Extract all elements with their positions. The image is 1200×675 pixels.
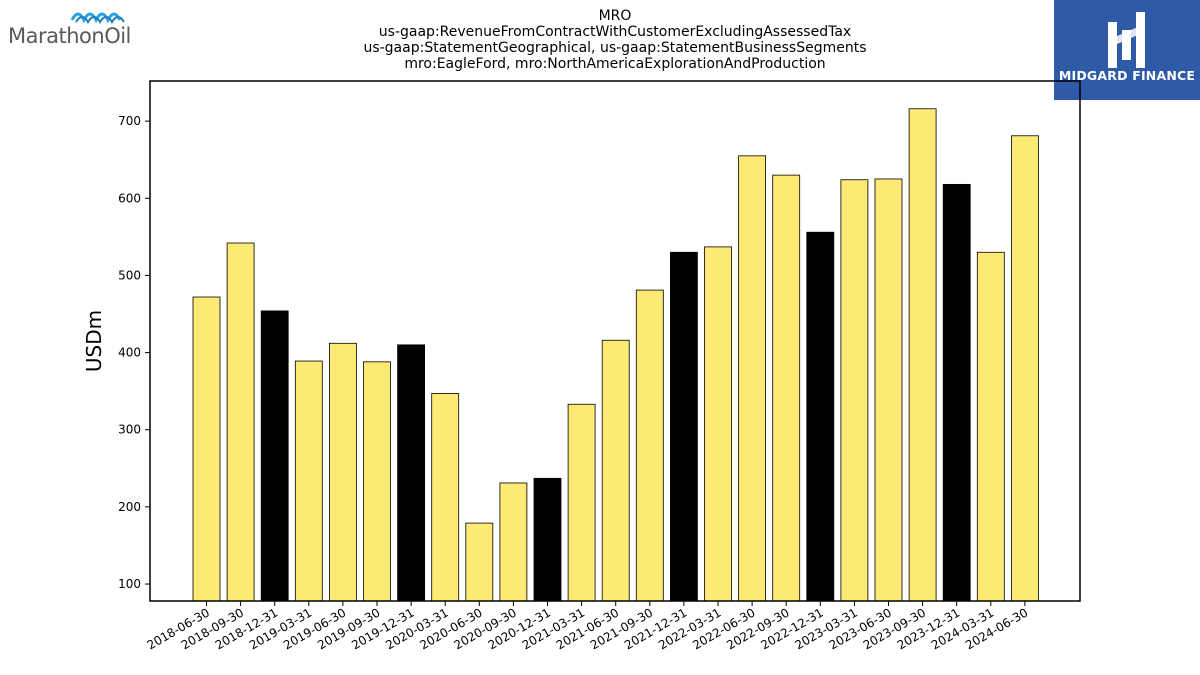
midgard-mark-icon bbox=[1108, 12, 1145, 68]
bar-2022-03-31 bbox=[704, 246, 732, 602]
bar-2023-03-31 bbox=[840, 179, 869, 602]
bar-2020-12-31 bbox=[533, 477, 562, 602]
midgard-logo-text: MIDGARD FINANCE bbox=[1058, 68, 1196, 83]
plot-frame bbox=[149, 80, 1081, 602]
y-tick-label: 300 bbox=[118, 423, 141, 437]
bar-2018-12-31 bbox=[260, 310, 289, 602]
marathon-logo-text: MarathonOil bbox=[8, 24, 131, 48]
bar-2022-12-31 bbox=[806, 231, 835, 602]
logo-marathon-oil: MarathonOil bbox=[6, 8, 156, 52]
y-tick-label: 600 bbox=[118, 191, 141, 205]
y-axis-label: USDm bbox=[82, 310, 106, 372]
y-tick-label: 200 bbox=[118, 500, 141, 514]
bar-2018-09-30 bbox=[226, 242, 255, 602]
bar-2021-06-30 bbox=[601, 339, 630, 602]
bar-2020-03-31 bbox=[431, 393, 460, 602]
bar-2023-12-31 bbox=[942, 183, 971, 602]
bar-2022-06-30 bbox=[738, 155, 766, 602]
bar-series bbox=[192, 108, 1039, 602]
bar-2023-09-30 bbox=[908, 108, 937, 602]
y-axis: 100 200 300 400 500 600 700 bbox=[118, 114, 150, 591]
bar-2018-06-30 bbox=[192, 296, 221, 602]
chart-title-line-1: MRO bbox=[598, 8, 632, 24]
bar-2021-12-31 bbox=[670, 251, 698, 602]
bar-2024-03-31 bbox=[976, 251, 1005, 602]
bar-2019-12-31 bbox=[397, 344, 426, 602]
bar-2019-06-30 bbox=[328, 342, 357, 602]
bar-2023-06-30 bbox=[874, 178, 903, 602]
y-tick-label: 500 bbox=[118, 268, 141, 282]
bar-2021-09-30 bbox=[635, 289, 664, 602]
bar-2024-06-30 bbox=[1011, 135, 1039, 602]
marathon-wave-icon bbox=[70, 12, 125, 24]
bar-2019-03-31 bbox=[294, 360, 323, 602]
logo-midgard-finance: MIDGARD FINANCE bbox=[1054, 0, 1200, 100]
bar-2021-03-31 bbox=[567, 403, 596, 602]
bar-2020-09-30 bbox=[499, 482, 528, 602]
y-tick-label: 100 bbox=[118, 577, 141, 591]
bar-2020-06-30 bbox=[465, 522, 494, 602]
chart-title-line-4: mro:EagleFord, mro:NorthAmericaExplorati… bbox=[404, 56, 826, 72]
x-axis: 2018-06-302018-09-302018-12-312019-03-31… bbox=[145, 601, 1030, 652]
bar-2022-09-30 bbox=[772, 174, 801, 602]
y-tick-label: 700 bbox=[118, 114, 141, 128]
chart-title-line-2: us-gaap:RevenueFromContractWithCustomerE… bbox=[378, 24, 852, 40]
bar-2019-09-30 bbox=[363, 361, 391, 602]
y-tick-label: 400 bbox=[118, 346, 141, 360]
chart-title-line-3: us-gaap:StatementGeographical, us-gaap:S… bbox=[363, 40, 867, 56]
